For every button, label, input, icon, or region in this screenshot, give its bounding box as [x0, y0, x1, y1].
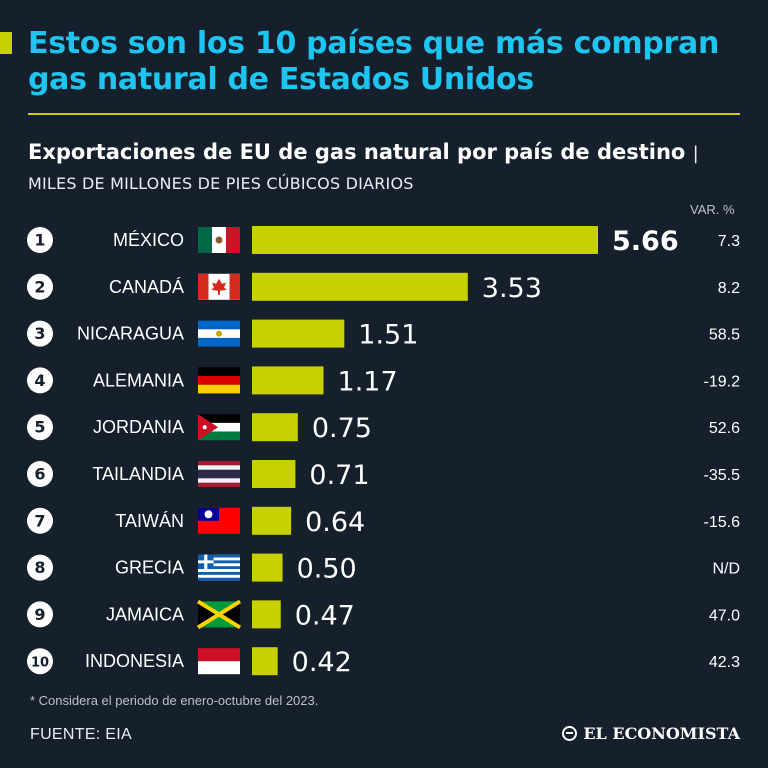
bar: [252, 413, 298, 442]
bar-value-label: 5.66: [612, 226, 679, 257]
title-accent-marker: [0, 32, 12, 54]
rank-badge: [27, 273, 53, 300]
variation-column-header: VAR. %: [690, 202, 735, 217]
category-label: GRECIA: [115, 558, 184, 578]
category-label: CANADÁ: [109, 277, 184, 297]
variation-value: -19.2: [704, 373, 741, 390]
rank-badge: [27, 414, 53, 441]
bar-value-label: 1.17: [338, 366, 398, 397]
rank-number: 5: [34, 418, 45, 437]
rank-number: 6: [34, 465, 45, 484]
chart-row: 6 TAILANDIA 0.71 -35.5: [27, 460, 740, 491]
chart-row: 10 INDONESIA 0.42 42.3: [27, 647, 740, 678]
chart-row: 7 TAIWÁN 0.64 -15.6: [27, 506, 741, 538]
bar-value-label: 1.51: [358, 320, 418, 351]
category-label: MÉXICO: [113, 230, 184, 250]
brand-logo: EL ECONOMISTA: [562, 724, 740, 743]
rank-badge: [27, 648, 53, 675]
variation-value: 47.0: [709, 607, 740, 624]
title-divider: [28, 113, 740, 115]
bar: [252, 647, 278, 676]
variation-value: 7.3: [718, 233, 740, 250]
subtitle-separator: |: [692, 143, 699, 164]
rank-badge: [27, 601, 53, 628]
variation-value: -15.6: [704, 514, 741, 531]
bar: [252, 319, 345, 348]
brand-mark-icon: [562, 726, 578, 741]
chart-row: 4 ALEMANIA 1.17 -19.2: [27, 366, 740, 397]
indonesia-flag: [198, 648, 240, 675]
bar: [252, 553, 283, 582]
unit-label: MILES DE MILLONES DE PIES CÚBICOS DIARIO…: [28, 174, 414, 193]
rank-badge: [27, 367, 53, 394]
variation-value: -35.5: [704, 467, 741, 484]
rank-number: 7: [34, 511, 45, 530]
jordan-flag: [198, 414, 240, 441]
subtitle-text: Exportaciones de EU de gas natural por p…: [28, 140, 686, 164]
category-label: ALEMANIA: [93, 370, 184, 390]
chart-row: 5 JORDANIA 0.75 52.6: [27, 413, 740, 444]
category-label: JORDANIA: [93, 417, 184, 437]
rank-number: 9: [34, 605, 45, 624]
bar-value-label: 3.53: [482, 273, 542, 304]
bar-value-label: 0.64: [305, 507, 365, 538]
rank-number: 2: [34, 277, 45, 296]
source-label: FUENTE: EIA: [30, 726, 132, 743]
variation-value: 52.6: [709, 420, 740, 437]
chart-row: 2 CANADÁ 3.53 8.2: [27, 272, 740, 304]
rank-badge: [27, 320, 53, 347]
rank-number: 1: [34, 231, 45, 250]
rank-number: 8: [34, 558, 45, 577]
rank-number: 3: [34, 324, 45, 343]
bar-value-label: 0.47: [295, 600, 355, 631]
canada-flag: [198, 273, 240, 300]
bar: [252, 226, 598, 254]
variation-value: 58.5: [709, 327, 740, 344]
page-title: Estos son los 10 países que más compran …: [28, 26, 720, 97]
chart-subtitle: Exportaciones de EU de gas natural por p…: [28, 138, 748, 198]
chart-row: 3 NICARAGUA 1.51 58.5: [27, 319, 740, 351]
germany-flag: [198, 367, 240, 394]
rank-badge: [27, 461, 53, 487]
variation-value: N/D: [712, 561, 740, 578]
rank-number: 4: [34, 371, 45, 390]
bar-value-label: 0.75: [312, 413, 372, 444]
chart-row: 8 GRECIA 0.50 N/D: [27, 553, 740, 585]
chart-row: 1 MÉXICO 5.66 7.3: [27, 226, 740, 257]
category-label: TAIWÁN: [115, 511, 184, 531]
rank-badge: [27, 227, 53, 253]
variation-value: 42.3: [709, 654, 740, 671]
thailand-flag: [198, 461, 240, 487]
bar-value-label: 0.42: [292, 647, 352, 678]
brand-name: EL ECONOMISTA: [583, 724, 740, 743]
rank-badge: [27, 554, 53, 581]
category-label: TAILANDIA: [92, 464, 184, 484]
category-label: INDONESIA: [85, 651, 184, 671]
bar-value-label: 0.71: [309, 460, 369, 491]
variation-value: 8.2: [718, 280, 740, 297]
mexico-flag: [198, 227, 240, 253]
footnote: * Considera el periodo de enero-octubre …: [30, 693, 319, 708]
rank-badge: [27, 507, 53, 534]
bar-value-label: 0.50: [297, 554, 357, 585]
bar: [252, 600, 281, 629]
bar: [252, 272, 468, 301]
greece-flag: [198, 554, 240, 581]
jamaica-flag: [196, 599, 242, 630]
category-label: JAMAICA: [106, 604, 184, 624]
bar: [252, 506, 292, 535]
nicaragua-flag: [198, 320, 240, 347]
chart-row: 9 JAMAICA 0.47 47.0: [27, 599, 740, 631]
taiwan-flag: [198, 507, 240, 534]
bar: [252, 366, 324, 395]
category-label: NICARAGUA: [77, 324, 184, 344]
rank-number: 10: [31, 656, 49, 671]
bar: [252, 460, 296, 488]
